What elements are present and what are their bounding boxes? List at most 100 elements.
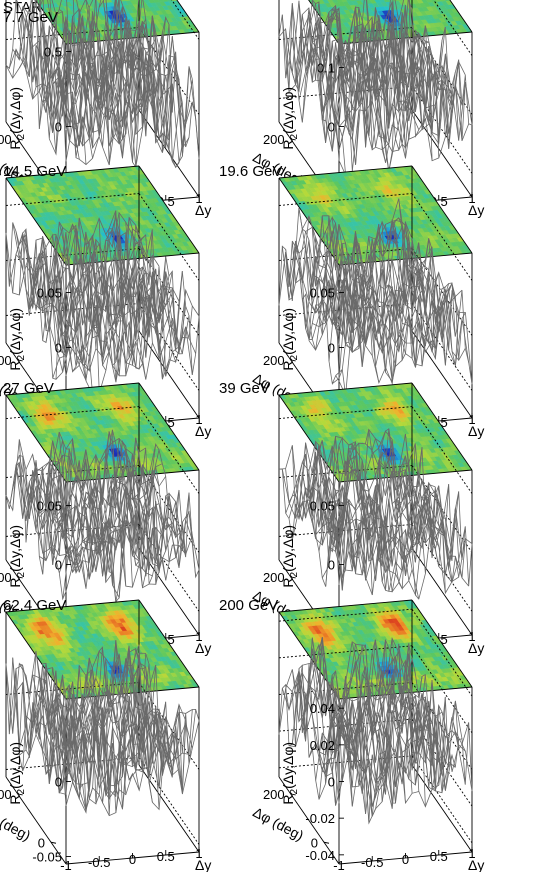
y-tick-label: 200 — [263, 132, 285, 147]
mesh-line — [72, 225, 133, 376]
mesh-line — [125, 222, 187, 349]
mesh-line — [325, 7, 386, 163]
mesh-line — [371, 221, 433, 366]
heatmap-cell — [397, 0, 404, 2]
bottom-right-edge — [138, 330, 200, 419]
top-front-edge — [65, 252, 200, 266]
top-back-edge — [5, 165, 140, 179]
z-grid-line — [171, 0, 200, 40]
heatmap-cell — [336, 0, 344, 3]
heatmap-cell — [124, 0, 131, 2]
mesh-line — [131, 15, 193, 149]
heatmap-cell — [171, 0, 178, 2]
heatmap-cell — [426, 0, 433, 3]
z-tick-label: 0.05 — [37, 499, 62, 514]
heatmap-top — [5, 382, 200, 483]
heatmap-cell — [374, 0, 382, 4]
heatmap-cell — [435, 0, 442, 2]
mesh-line — [371, 17, 433, 161]
x-axis-label: Δy — [468, 202, 484, 218]
panel-title: 19.6 GeV — [219, 163, 282, 180]
z-tick-label: 0.05 — [310, 286, 335, 301]
mesh-line — [411, 8, 473, 126]
z-grid-line — [433, 0, 473, 56]
mesh-line — [142, 0, 200, 160]
mesh-line — [398, 5, 460, 141]
mesh-line — [365, 0, 426, 130]
z-axis-label: R2(Δy,Δφ) — [7, 525, 27, 588]
mesh-line — [78, 217, 140, 376]
heatmap-cell — [106, 0, 113, 3]
mesh-line — [52, 14, 113, 166]
x-axis-label: Δy — [195, 423, 211, 439]
mesh-line — [52, 231, 113, 357]
z-grid-line — [138, 303, 200, 391]
z-tick-label: 0 — [55, 341, 62, 356]
mesh-line — [66, 0, 127, 159]
heatmap-cell — [167, 0, 174, 2]
top-back-edge — [278, 165, 413, 179]
y-tick-label: 200 — [263, 353, 285, 368]
top-right-edge — [411, 165, 473, 254]
heatmap-cell — [331, 0, 339, 3]
panel-title: 27 GeV — [3, 380, 54, 397]
z-tick-label: 0 — [328, 120, 335, 135]
mesh-line — [278, 240, 340, 386]
mesh-line — [408, 0, 466, 141]
bottom-right-edge — [138, 109, 200, 198]
heatmap-cell — [54, 0, 62, 4]
z-tick-label: 0.05 — [310, 499, 335, 514]
x-axis-label: Δy — [468, 640, 484, 656]
z-grid-line — [138, 193, 200, 281]
heatmap-cell — [383, 0, 391, 3]
mesh-line — [12, 13, 74, 155]
mesh-surface — [5, 210, 200, 395]
mesh-line — [18, 18, 80, 160]
mesh-line — [378, 1, 440, 158]
heatmap-cell — [143, 0, 151, 4]
z-grid-line — [411, 86, 473, 174]
mesh-line — [25, 0, 87, 165]
y-tick-label: 200 — [0, 132, 12, 147]
heatmap-cell — [350, 0, 357, 2]
mesh-line — [405, 238, 466, 361]
mesh-line — [118, 212, 180, 364]
heatmap-cell — [416, 0, 424, 4]
mesh-line — [392, 0, 453, 149]
mesh-line — [351, 231, 413, 362]
heatmap-cell — [68, 0, 75, 2]
mesh-line — [398, 198, 460, 366]
mesh-line — [358, 262, 420, 368]
x-axis-label: Δy — [468, 423, 484, 439]
z-tick-label: 0.05 — [37, 286, 62, 301]
mesh-surface — [278, 198, 473, 397]
heatmap-cell — [355, 0, 361, 1]
heatmap-cell — [162, 0, 169, 2]
mesh-line — [365, 223, 426, 365]
mesh-line — [311, 215, 373, 356]
bottom-right-edge — [411, 330, 473, 419]
z-axis-label: R2(Δy,Δφ) — [280, 308, 300, 371]
y-tick-label: 200 — [0, 353, 12, 368]
heatmap-cell — [153, 0, 160, 3]
mesh-line — [318, 5, 380, 151]
heatmap-cell — [148, 0, 156, 4]
mesh-line — [298, 0, 360, 165]
mesh-surface — [5, 0, 200, 169]
heatmap-cell — [379, 0, 386, 3]
x-tick-label: 1 — [195, 412, 202, 427]
z-grid-line — [411, 193, 473, 281]
heatmap-cell — [444, 0, 451, 2]
mesh-line — [58, 221, 120, 383]
top-left-edge — [308, 0, 340, 45]
heatmap-top — [278, 382, 473, 483]
mesh-line — [131, 234, 193, 355]
mesh-line — [391, 217, 453, 353]
z-axis-label: R2(Δy,Δφ) — [7, 308, 27, 371]
x-axis-label: Δy — [195, 640, 211, 656]
x-axis-label: Δy — [195, 202, 211, 218]
mesh-line — [285, 240, 346, 396]
